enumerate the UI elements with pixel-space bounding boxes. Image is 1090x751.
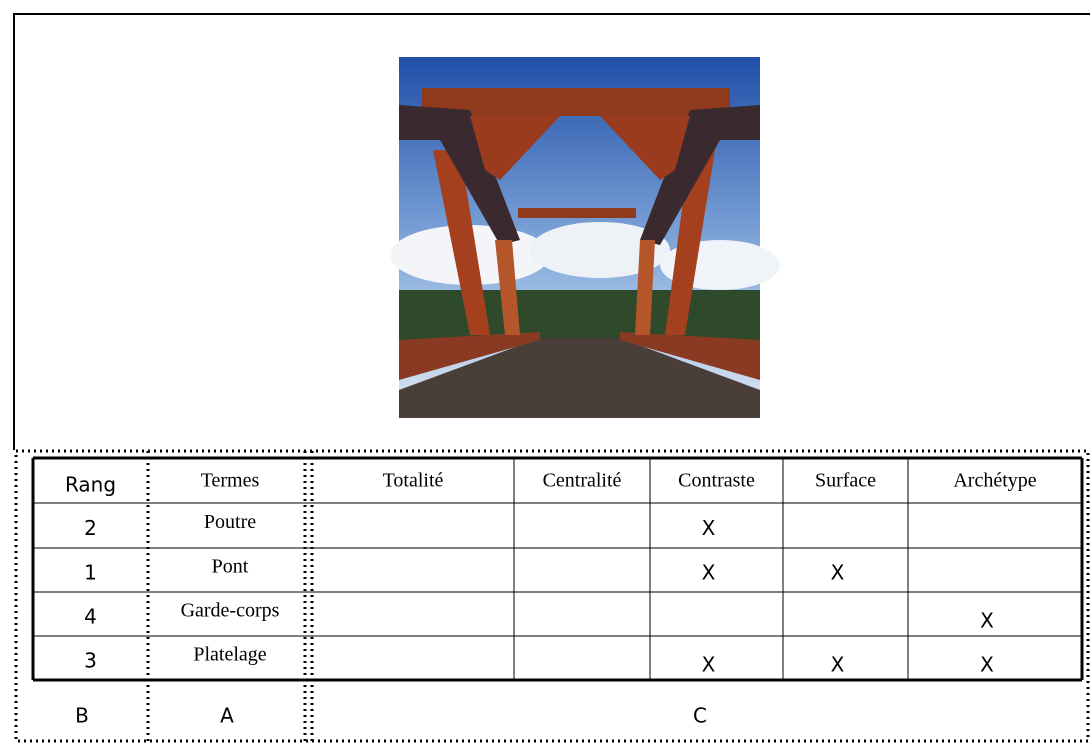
rank: 4 [84,605,97,629]
column-header: Centralité [543,470,622,492]
rank: 2 [84,516,97,540]
column-header: Surface [815,470,876,492]
page-border [13,13,1090,450]
cross-mark: X [702,561,716,585]
rank: 3 [84,649,97,673]
column-header: Totalité [383,470,444,492]
column-header: Termes [201,470,260,492]
column-header: Rang [65,473,116,497]
bridge-photo [390,57,780,418]
dotted-frame [14,449,1090,743]
column-header: Archétype [953,470,1036,492]
cross-mark: X [980,653,994,677]
zone-label: B [75,704,89,728]
rank: 1 [84,561,97,585]
cross-mark: X [702,516,716,540]
table: Rang Termes Totalité Centralité Contraste Sur… [31,456,1084,728]
term: Garde-corps [181,600,280,622]
cross-mark: X [831,653,845,677]
column-header: Contraste [678,470,755,492]
term: Pont [212,556,249,578]
cross-mark: X [980,609,994,633]
term: Poutre [204,511,256,533]
term: Platelage [193,644,266,666]
zone-label: C [693,704,707,728]
zone-label: A [220,704,234,728]
cross-mark: X [702,653,716,677]
cross-mark: X [831,561,845,585]
